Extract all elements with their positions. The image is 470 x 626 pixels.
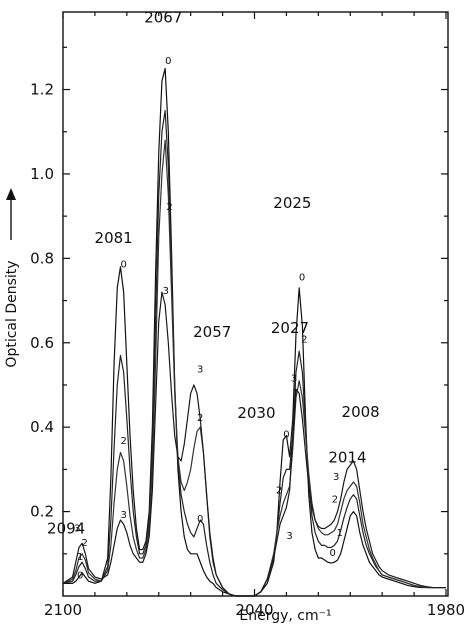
x-axis-title: Energy, cm⁻¹: [239, 608, 331, 624]
curve-marker: 3: [74, 523, 80, 534]
curve-marker: 2: [301, 334, 307, 345]
curve-marker: 0: [197, 514, 203, 525]
y-tick-label: 0.6: [30, 334, 54, 352]
peak-label: 2014: [328, 448, 366, 466]
peak-label: 2081: [95, 229, 133, 247]
peak-label: 2057: [193, 323, 231, 341]
y-tick-label: 0.2: [30, 503, 54, 521]
curve-marker: 0: [77, 570, 83, 581]
spectrum-curve-3: [62, 291, 446, 597]
curve-marker: 3: [163, 286, 169, 297]
curve-marker: 3: [120, 510, 126, 521]
curve-marker: 0: [299, 272, 305, 283]
plot-frame: [62, 11, 449, 597]
curve-marker: 1: [77, 552, 83, 563]
peak-label: 2008: [342, 403, 380, 421]
peak-label: 2030: [237, 404, 275, 422]
curve-marker: 2: [332, 494, 338, 505]
y-tick-label: 1.2: [30, 81, 54, 99]
curve-marker: 0: [330, 548, 336, 559]
peak-label: 2094: [47, 519, 85, 537]
x-tick-label: 1980: [427, 601, 465, 619]
spectrum-curve-2: [62, 139, 446, 597]
y-tick-label: 1.0: [30, 165, 54, 183]
chart-curves: [62, 67, 446, 597]
x-tick-label: 2040: [235, 601, 273, 619]
x-tick-label: 2100: [44, 601, 82, 619]
curve-marker: 2: [197, 413, 203, 424]
peak-label: 2067: [144, 9, 182, 27]
curve-marker: 3: [291, 374, 297, 385]
curve-marker: 1: [337, 528, 343, 539]
peak-label: 2025: [273, 194, 311, 212]
y-axis-arrow-head: [6, 188, 16, 200]
y-tick-label: 0.4: [30, 418, 54, 436]
y-axis-title: Optical Density: [4, 260, 20, 367]
curve-marker: 3: [286, 531, 292, 542]
curve-marker: 0: [120, 260, 126, 271]
curve-marker: 0: [165, 56, 171, 67]
peak-label: 2027: [271, 319, 309, 337]
curve-marker: 3: [197, 364, 203, 375]
curve-marker: 2: [166, 202, 172, 213]
chart-labels: 2094208120672057203020272025201420083210…: [47, 9, 380, 582]
curve-marker: 2: [276, 485, 282, 496]
curve-marker: 0: [283, 430, 289, 441]
y-tick-label: 0.8: [30, 249, 54, 267]
curve-marker: 2: [82, 538, 88, 549]
curve-marker: 2: [120, 436, 126, 447]
curve-marker: 3: [333, 472, 339, 483]
spectrum-curve-1: [62, 110, 446, 597]
